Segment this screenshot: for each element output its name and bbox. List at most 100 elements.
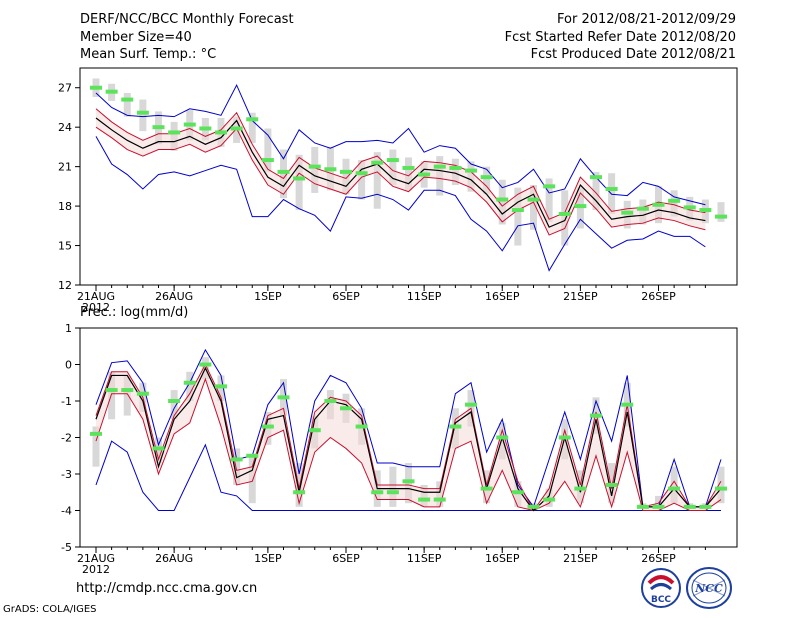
temperature-mean-mark-11	[246, 117, 259, 122]
temperature-xtick-label: 1SEP	[254, 290, 282, 303]
precipitation-mean-mark-23	[433, 497, 446, 502]
source-url[interactable]: http://cmdp.ncc.cma.gov.cn	[76, 581, 258, 596]
temperature-mean-mark-35	[621, 210, 634, 215]
precipitation-ytick-label: -5	[61, 541, 72, 554]
temperature-box-29	[530, 185, 537, 230]
precipitation-mean-mark-2	[105, 388, 118, 393]
temperature-mean-mark-33	[590, 175, 602, 180]
precipitation-mean-mark-39	[683, 504, 696, 509]
temperature-lower-line	[95, 126, 706, 236]
temperature-mean-mark-29	[527, 197, 540, 202]
precipitation-mean-mark-16	[324, 399, 337, 403]
precipitation-mean-mark-28	[511, 490, 524, 495]
temperature-mean-mark-39	[683, 205, 696, 210]
temperature-mean-mark-16	[324, 167, 337, 172]
temperature-mean-mark-14	[293, 176, 306, 181]
precipitation-mean-mark-40	[699, 504, 712, 509]
precipitation-max-line	[95, 348, 722, 508]
temperature-spread-fill	[96, 108, 706, 236]
temperature-box-18	[358, 160, 366, 200]
temperature-box-12	[264, 128, 272, 172]
precipitation-mean-mark-8	[199, 362, 212, 367]
precipitation-mean-mark-17	[340, 406, 352, 411]
temperature-mean-mark-10	[230, 126, 243, 131]
temperature-box-19	[373, 152, 381, 209]
variable-label: Mean Surf. Temp.: °C	[80, 47, 217, 62]
precipitation-mean-mark-3	[121, 388, 134, 393]
produced-date-label: Fcst Produced Date 2012/08/21	[530, 47, 736, 62]
temperature-xtick-label: 26SEP	[641, 290, 676, 303]
forecast-period: For 2012/08/21-2012/09/29	[557, 12, 736, 27]
temperature-mean-mark-34	[605, 186, 618, 191]
precipitation-box-7	[186, 371, 194, 401]
temperature-mean-mark-5	[152, 125, 165, 130]
temperature-mean-mark-18	[355, 171, 368, 176]
precipitation-upper-line	[95, 363, 722, 512]
precipitation-mean-mark-29	[527, 504, 540, 509]
precipitation-title: Prec.: log(mm/d)	[80, 305, 188, 320]
precipitation-xtick-label: 26AUG	[155, 552, 193, 565]
precipitation-xtick-label: 16SEP	[485, 552, 520, 565]
temperature-mean-mark-37	[652, 202, 665, 207]
precipitation-ytick-label: -3	[61, 468, 72, 481]
precipitation-mean-mark-34	[605, 482, 618, 487]
precipitation-xtick-label: 11SEP	[407, 552, 442, 565]
temperature-box-33	[592, 171, 600, 211]
precipitation-xtick-label: 21AUG	[77, 552, 115, 565]
precipitation-mean-mark-35	[621, 402, 634, 407]
precipitation-mean-mark-19	[371, 490, 384, 495]
temperature-xtick-label: 11SEP	[407, 290, 442, 303]
temperature-mean-mark-22	[418, 172, 431, 177]
bcc-logo-text: BCC	[651, 595, 671, 605]
temperature-box-3	[123, 92, 131, 117]
temperature-mean-mark-41	[715, 214, 727, 219]
precipitation-mean-mark-4	[136, 391, 149, 396]
temperature-box-21	[405, 157, 412, 191]
precipitation-mean-mark-9	[215, 384, 227, 389]
precipitation-mean-mark-24	[449, 424, 462, 429]
temperature-box-14	[295, 154, 303, 211]
temperature-mean-mark-32	[574, 204, 587, 209]
temperature-xtick-label: 6SEP	[332, 290, 360, 303]
temperature-year-label: 2012	[82, 301, 110, 314]
temperature-xtick-label: 21SEP	[563, 290, 598, 303]
precipitation-ytick-label: 1	[65, 322, 72, 335]
ncc-logo-text: NCC	[694, 582, 723, 595]
precipitation-mean-mark-20	[386, 490, 399, 495]
precipitation-box-1	[92, 426, 100, 467]
precipitation-mean-mark-26	[480, 486, 493, 491]
precipitation-box-3	[123, 375, 131, 416]
precipitation-box-6	[170, 390, 178, 420]
temperature-mean-mark-15	[308, 164, 321, 169]
precipitation-lower-line	[95, 377, 722, 512]
precipitation-xtick-label: 21SEP	[563, 552, 598, 565]
temperature-mean-mark-31	[558, 211, 571, 216]
temperature-mean-mark-28	[511, 208, 524, 213]
precipitation-mean-mark-15	[308, 428, 321, 433]
precipitation-mean-mark-1	[90, 431, 102, 436]
chart-title: DERF/NCC/BCC Monthly Forecast	[80, 12, 294, 27]
temperature-box-4	[139, 99, 147, 132]
temperature-ytick-label: 21	[58, 161, 72, 174]
temperature-xtick-label: 16SEP	[485, 290, 520, 303]
temperature-box-38	[670, 190, 678, 217]
precipitation-mean-mark-33	[590, 413, 602, 418]
precipitation-panel: Prec.: log(mm/d) -5 -4 -3 -2 -1 0 1 21AUG 26AUG 1S…	[61, 305, 738, 576]
precipitation-mean-mark-32	[574, 486, 587, 491]
temperature-upper-line	[95, 108, 706, 220]
temperature-mean-mark-27	[496, 197, 509, 202]
temperature-box-17	[342, 158, 350, 195]
precipitation-mean-mark-12	[261, 424, 274, 429]
precipitation-year-label: 2012	[82, 563, 110, 576]
temperature-box-27	[498, 179, 506, 225]
precipitation-mean-mark-31	[558, 435, 571, 440]
precipitation-mean-mark-25	[465, 402, 477, 407]
temperature-mean-mark-30	[543, 184, 556, 189]
precipitation-ytick-label: -2	[61, 432, 72, 445]
precipitation-mean-mark-7	[183, 380, 196, 385]
temperature-ytick-label: 24	[58, 121, 72, 134]
precipitation-min-line	[95, 440, 721, 511]
precipitation-mean-mark-6	[168, 399, 181, 403]
temperature-mean-mark-24	[449, 165, 462, 170]
precipitation-mean-mark-18	[355, 424, 368, 429]
